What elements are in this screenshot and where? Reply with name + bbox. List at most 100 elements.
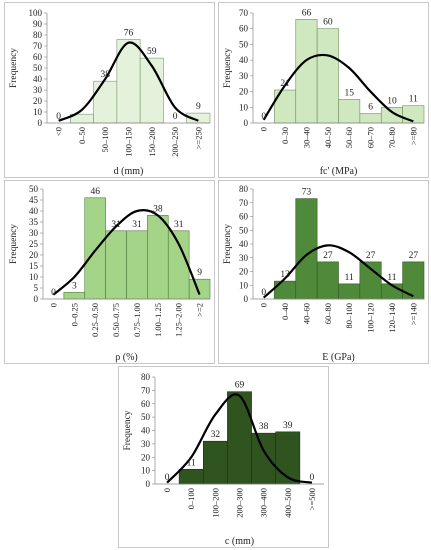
bar — [178, 468, 204, 485]
data-label: 38 — [100, 70, 110, 80]
data-label: 31 — [111, 220, 121, 230]
y-tick-label: 100 — [29, 8, 43, 18]
y-tick-label: 30 — [29, 228, 39, 238]
data-label: 31 — [174, 220, 184, 230]
data-label: 31 — [132, 220, 142, 230]
bar — [295, 18, 318, 124]
bar — [188, 278, 211, 300]
data-label: 11 — [387, 273, 396, 283]
x-axis-title: d (mm) — [114, 166, 144, 177]
bar — [251, 432, 277, 485]
x-tick-label: 70–80 — [387, 127, 397, 148]
y-tick-label: 20 — [33, 96, 43, 106]
x-tick-label: 0 — [48, 303, 58, 307]
y-tick-label: 35 — [29, 217, 39, 227]
data-label: 73 — [302, 188, 312, 198]
y-tick-label: 70 — [33, 41, 43, 51]
fitted-curve — [52, 209, 201, 296]
y-tick-label: 20 — [239, 87, 249, 97]
x-tick-label: 0.75–1.00 — [132, 303, 142, 337]
x-tick-label: 60–80 — [323, 303, 333, 324]
data-label: 9 — [197, 268, 202, 278]
y-tick-label: 30 — [239, 253, 249, 263]
bar — [147, 215, 169, 300]
x-tick-label: 1.25–2.00 — [174, 303, 184, 337]
chart-d: 0102030405060708090100Frequency038765909… — [9, 8, 211, 177]
y-tick-label: 40 — [141, 426, 151, 436]
fitted-curve — [262, 53, 414, 123]
x-tick-label: >=80 — [408, 127, 418, 145]
y-tick-label: 60 — [141, 399, 151, 409]
y-tick-label: 20 — [141, 452, 151, 462]
y-tick-label: 50 — [141, 412, 151, 422]
data-label: 27 — [366, 251, 376, 261]
histogram-panel-fc: 0 10 20 30 40 50 60 70 Frequency 0 21 66 60 15 6 10 11 0 0… — [218, 2, 429, 178]
y-tick-label: 0 — [244, 294, 249, 304]
y-tick-label: 60 — [239, 212, 249, 222]
chart-fc: 0 10 20 30 40 50 60 70 Frequency 0 21 66 60 15 6 10 11 0 0… — [223, 8, 425, 177]
bar — [274, 280, 297, 300]
data-label: 46 — [90, 187, 100, 197]
y-tick-label: 20 — [29, 250, 39, 260]
y-tick-label: 80 — [33, 30, 43, 40]
y-tick-label: 50 — [239, 225, 249, 235]
y-axis-title: Frequency — [223, 48, 233, 88]
bar — [227, 391, 252, 485]
x-tick-label: 0 — [162, 488, 172, 492]
x-tick-label: 1.00–1.25 — [153, 303, 163, 337]
y-tick-label: 0 — [146, 479, 151, 489]
bar — [126, 230, 148, 300]
bar — [105, 230, 127, 300]
data-label: 13 — [280, 270, 290, 280]
y-tick-label: 30 — [33, 85, 43, 95]
x-tick-label: 100–200 — [210, 488, 220, 518]
y-tick-label: 70 — [239, 198, 249, 208]
y-tick-label: 0 — [34, 294, 39, 304]
data-label: 3 — [72, 281, 77, 291]
data-label: 38 — [259, 422, 269, 432]
x-tick-label: 300–400 — [259, 488, 269, 518]
y-tick-label: 40 — [239, 55, 249, 65]
bar — [275, 431, 301, 485]
bar — [338, 283, 361, 300]
fitted-curve — [166, 393, 313, 484]
y-tick-label: 90 — [33, 19, 43, 29]
y-tick-label: 40 — [29, 206, 39, 216]
x-tick-label: 0 — [259, 303, 269, 307]
y-tick-label: 80 — [141, 372, 151, 382]
data-label: 59 — [147, 47, 157, 57]
data-label: 27 — [323, 251, 333, 261]
data-label: 0 — [261, 112, 266, 122]
bar — [316, 261, 339, 300]
x-tick-label: 0–0.25 — [69, 303, 79, 326]
y-tick-label: 30 — [141, 439, 151, 449]
x-tick-label: >=500 — [307, 488, 317, 510]
bar — [63, 292, 86, 300]
x-tick-label: >=140 — [408, 303, 418, 325]
bar — [93, 80, 118, 124]
x-tick-label: 0 — [259, 127, 269, 131]
y-tick-label: 50 — [239, 39, 249, 49]
data-label: 11 — [345, 273, 354, 283]
x-tick-label: 0.50–0.75 — [111, 303, 121, 337]
y-tick-label: 50 — [33, 63, 43, 73]
data-label: 0 — [173, 112, 178, 122]
data-label: 15 — [344, 88, 354, 98]
bar — [84, 197, 106, 300]
fitted-curve — [58, 41, 199, 122]
y-axis-title: Frequency — [9, 48, 19, 88]
data-label: 11 — [187, 458, 196, 468]
x-tick-label: 40–50 — [323, 127, 333, 148]
bar — [139, 57, 164, 124]
data-label: 32 — [211, 430, 221, 440]
x-axis-title: ρ (%) — [115, 352, 137, 363]
fitted-curve — [262, 244, 414, 299]
data-label: 0 — [261, 288, 266, 298]
y-tick-label: 60 — [239, 24, 249, 34]
y-tick-label: 10 — [141, 466, 151, 476]
bar — [359, 113, 382, 124]
data-label: 60 — [323, 18, 333, 28]
data-label: 27 — [409, 251, 419, 261]
x-tick-label: 200–250 — [170, 127, 180, 157]
x-tick-label: 120–140 — [387, 303, 397, 333]
